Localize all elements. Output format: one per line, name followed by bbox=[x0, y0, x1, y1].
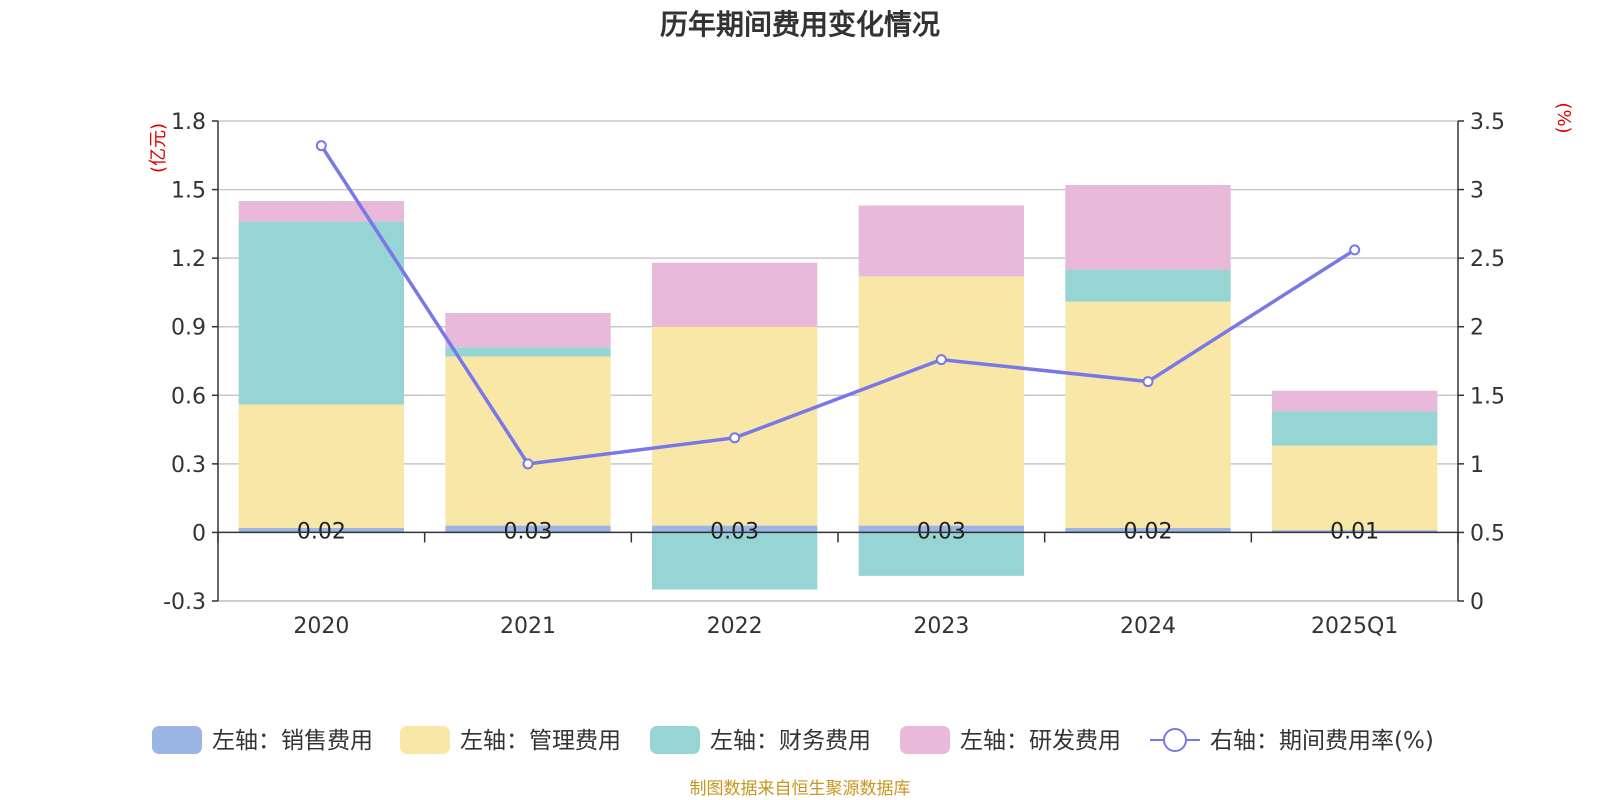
bar-segment bbox=[858, 205, 1024, 277]
axes: -0.3 0 0.3 0.6 0.9 1.2 1.5 1.8 0 0.5 1 1.5 2 2.5 3 3.5 2… bbox=[163, 110, 1505, 639]
legend-label: 左轴：销售费用 bbox=[212, 728, 373, 754]
bar-segment bbox=[445, 313, 611, 348]
legend-swatch bbox=[650, 726, 700, 754]
legend-label: 左轴：财务费用 bbox=[710, 728, 871, 754]
legend-label: 右轴：期间费用率(%) bbox=[1210, 728, 1434, 754]
bar-segment bbox=[238, 221, 404, 405]
bar-segment bbox=[445, 356, 611, 526]
bar-segment bbox=[238, 201, 404, 222]
rate-point bbox=[315, 140, 327, 152]
rate-line-path bbox=[319, 144, 1356, 466]
bar-segment bbox=[238, 404, 404, 528]
bar-segment bbox=[238, 527, 404, 533]
bar-segment bbox=[858, 525, 1024, 533]
left-tick-label: 0.6 bbox=[171, 384, 206, 409]
right-tick-label: 3 bbox=[1470, 179, 1484, 204]
right-tick-label: 3.5 bbox=[1470, 110, 1505, 135]
bar-segment bbox=[1065, 185, 1231, 270]
bar-segment bbox=[652, 525, 818, 533]
right-tick-label: 2 bbox=[1470, 316, 1484, 341]
bar-segment bbox=[445, 525, 611, 533]
x-tick-label: 2024 bbox=[1120, 614, 1176, 639]
bar-segment bbox=[1065, 301, 1231, 528]
left-axis-unit: (亿元) bbox=[148, 123, 169, 173]
legend-swatch bbox=[900, 726, 950, 754]
right-axis-unit: (%) bbox=[1553, 102, 1574, 133]
bar-segment bbox=[858, 276, 1024, 526]
right-tick-label: 0 bbox=[1470, 590, 1484, 615]
x-tick-label: 2023 bbox=[913, 614, 969, 639]
legend: 左轴：销售费用 左轴：管理费用 左轴：财务费用 左轴：研发费用 右轴：期间费用率(%) bbox=[152, 726, 1434, 754]
rate-point bbox=[522, 458, 534, 470]
left-tick-label: 0.3 bbox=[171, 453, 206, 478]
legend-circle-swatch bbox=[1163, 728, 1187, 752]
bar-segment bbox=[1272, 530, 1438, 533]
left-tick-label: 1.8 bbox=[171, 110, 206, 135]
right-tick-label: 2.5 bbox=[1470, 247, 1505, 272]
left-tick-label: 0 bbox=[192, 521, 206, 546]
legend-label: 左轴：研发费用 bbox=[960, 728, 1121, 754]
grid bbox=[218, 120, 1458, 602]
bar-segment bbox=[652, 326, 818, 526]
right-tick-label: 1 bbox=[1470, 453, 1484, 478]
x-tick-label: 2020 bbox=[293, 614, 349, 639]
bar-segment bbox=[1065, 269, 1231, 302]
bar-segment bbox=[1272, 445, 1438, 531]
right-tick-label: 1.5 bbox=[1470, 384, 1505, 409]
legend-swatch bbox=[400, 726, 450, 754]
bar-segment bbox=[1272, 411, 1438, 446]
legend-label: 左轴：管理费用 bbox=[460, 728, 621, 754]
right-tick-label: 0.5 bbox=[1470, 521, 1505, 546]
x-tick-label: 2021 bbox=[500, 614, 556, 639]
x-tick-label: 2025Q1 bbox=[1311, 614, 1398, 639]
rate-point bbox=[1142, 376, 1154, 388]
x-tick-label: 2022 bbox=[707, 614, 763, 639]
rate-point bbox=[729, 432, 741, 444]
chart-title: 历年期间费用变化情况 bbox=[660, 8, 940, 41]
bar-segment bbox=[652, 532, 818, 590]
bars bbox=[238, 185, 1438, 590]
bar-segment bbox=[652, 262, 818, 327]
rate-line bbox=[315, 140, 1361, 470]
left-tick-label: 1.2 bbox=[171, 247, 206, 272]
bar-segment bbox=[1272, 390, 1438, 412]
left-tick-label: 1.5 bbox=[171, 179, 206, 204]
bar-segment bbox=[858, 532, 1024, 576]
source-note: 制图数据来自恒生聚源数据库 bbox=[690, 779, 911, 799]
rate-point bbox=[1349, 244, 1361, 256]
left-tick-label: -0.3 bbox=[163, 590, 206, 615]
rate-point bbox=[935, 354, 947, 366]
bar-segment bbox=[445, 347, 611, 357]
bar-segment bbox=[1065, 527, 1231, 533]
legend-swatch bbox=[152, 726, 202, 754]
left-tick-label: 0.9 bbox=[171, 316, 206, 341]
